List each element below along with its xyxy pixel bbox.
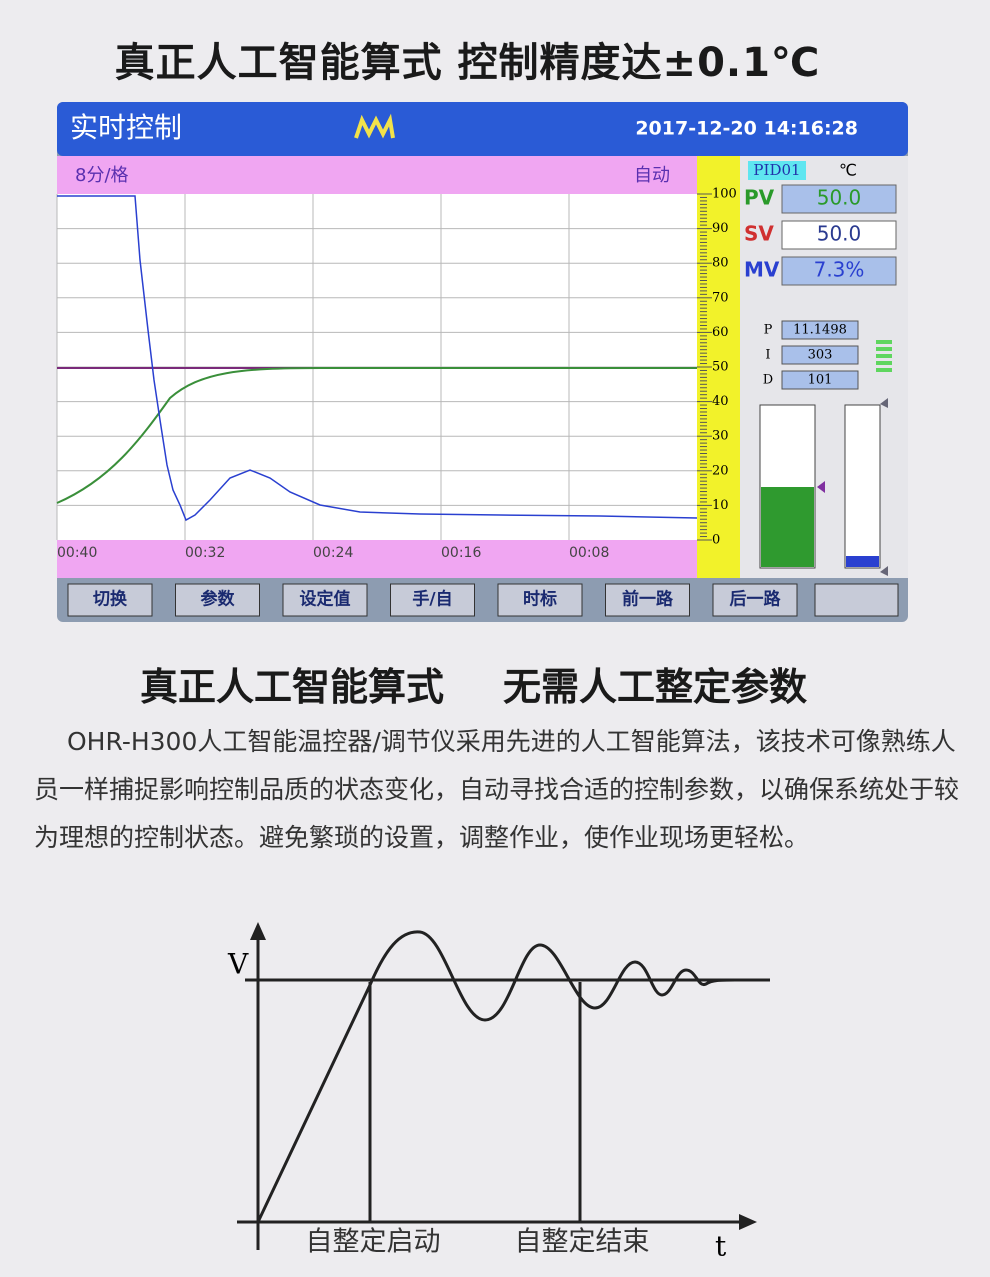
button-label[interactable]: 时标 (523, 589, 557, 610)
button[interactable] (390, 583, 475, 617)
time-scale: 8分/格 (75, 165, 129, 186)
button[interactable] (605, 583, 690, 617)
start-label: 自整定启动 (306, 1227, 441, 1258)
time-label: 00:24 (313, 545, 353, 561)
y-label: V (227, 948, 249, 981)
scale-label: 100 (712, 187, 737, 202)
button[interactable] (175, 583, 260, 617)
scale-label: 50 (712, 360, 729, 375)
pid-label: I (765, 348, 770, 363)
pv-value: 50.0 (817, 186, 862, 210)
scale-label: 20 (712, 463, 729, 478)
mv-gauge-fill (846, 556, 879, 567)
controller-screen: 实时控制 2017-12-20 14:16:28 8分/格 自动 00:40 00… (56, 102, 908, 622)
button-label[interactable]: 切换 (93, 589, 128, 610)
button-label[interactable]: 手/自 (412, 589, 452, 610)
top-band (57, 156, 697, 194)
paragraph: OHR-H300人工智能温控器/调节仪采用先进的人工智能算法，该技术可像熟练人员… (34, 727, 960, 852)
datetime: 2017-12-20 14:16:28 (635, 118, 858, 140)
pid-box (781, 345, 859, 365)
button[interactable] (712, 583, 798, 617)
scale-label: 70 (712, 290, 729, 305)
scale-label: 80 (712, 256, 729, 271)
button-blank[interactable] (814, 583, 899, 617)
pid-value: 101 (808, 373, 833, 388)
title-bar (57, 102, 908, 156)
pid-box (781, 320, 859, 340)
mv-label: MV (744, 258, 780, 282)
pv-label: PV (744, 186, 775, 210)
loop-name: PID01 (753, 161, 800, 179)
time-label: 00:32 (185, 545, 225, 561)
button[interactable] (282, 583, 368, 617)
x-label: t (715, 1230, 727, 1263)
pv-trend (56, 367, 697, 504)
heading: 真正人工智能算式 控制精度达±0.1℃ (114, 40, 821, 86)
button-label[interactable]: 后一路 (730, 589, 782, 610)
sv-value: 50.0 (817, 222, 862, 246)
time-label: 00:16 (441, 545, 481, 561)
pid-value: 11.1498 (793, 323, 847, 338)
loop-tag (748, 161, 806, 180)
sv-box (781, 220, 897, 250)
pv-gauge-fill (761, 487, 814, 567)
pid-label: D (763, 373, 773, 388)
mv-trend (57, 195, 698, 522)
pid-label: P (764, 323, 773, 338)
unit: ℃ (839, 161, 857, 180)
end-label: 自整定结束 (515, 1227, 650, 1258)
bottom-band (57, 540, 697, 578)
mode: 自动 (634, 165, 670, 186)
tuning-diagram: V t 自整定启动 自整定结束 (227, 922, 770, 1263)
button-label[interactable]: 前一路 (622, 589, 674, 610)
screen-title: 实时控制 (70, 111, 182, 144)
scale-label: 90 (712, 221, 729, 236)
sv-label: SV (744, 222, 774, 246)
scale-label: 60 (712, 325, 729, 340)
time-label: 00:08 (569, 545, 609, 561)
mv-value: 7.3% (814, 258, 865, 282)
section-title: 真正人工智能算式 (140, 665, 445, 709)
button-label[interactable]: 参数 (201, 589, 236, 610)
scale-label: 30 (712, 429, 729, 444)
pid-box (781, 370, 859, 390)
button[interactable] (497, 583, 583, 617)
time-label: 00:40 (57, 545, 97, 561)
pv-box (781, 184, 897, 214)
button-label[interactable]: 设定值 (300, 589, 351, 610)
scale-label: 0 (712, 533, 720, 548)
pid-value: 303 (808, 348, 833, 363)
logo (354, 113, 395, 139)
scale-label: 40 (712, 394, 729, 409)
mv-box (781, 256, 897, 286)
button[interactable] (67, 583, 153, 617)
scale-label: 10 (712, 498, 729, 513)
mv-gauge (844, 404, 881, 569)
section-subtitle: 无需人工整定参数 (503, 665, 808, 709)
